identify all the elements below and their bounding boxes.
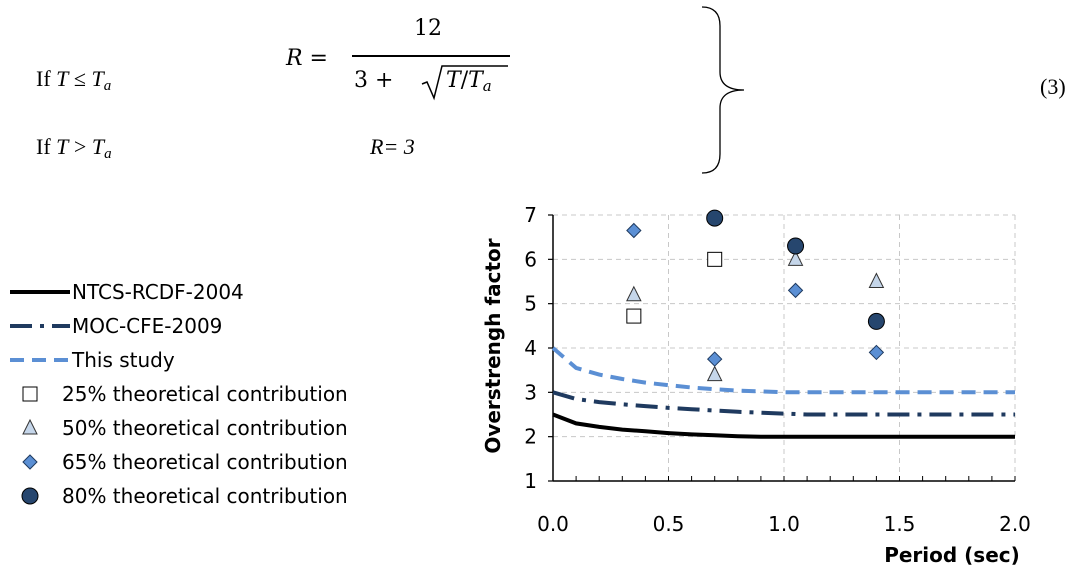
grid-lines (553, 214, 1016, 481)
y-tick-label: 3 (524, 380, 537, 404)
legend-label: 25% theoretical contribution (62, 382, 348, 406)
diamond-marker (868, 344, 885, 361)
legend: NTCS-RCDF-2004 MOC-CFE-2009 This study 25% … (10, 280, 348, 508)
circle-marker (867, 312, 885, 330)
circle-marker (787, 237, 805, 255)
legend-label: 50% theoretical contribution (62, 416, 348, 440)
sqrt-sign (421, 65, 508, 101)
x-tick-label: 1.0 (768, 512, 800, 536)
legend-label: MOC-CFE-2009 (72, 314, 222, 338)
legend-label: NTCS-RCDF-2004 (72, 280, 244, 304)
square-marker (626, 308, 642, 324)
fraction-bar (352, 55, 510, 57)
x-tick-label: 1.5 (884, 512, 916, 536)
legend-label: 80% theoretical contribution (62, 484, 348, 508)
x-axis-label: Period (sec) (884, 543, 1020, 567)
y-axis-label: Overstrengh factor (481, 238, 505, 453)
series-line-0 (552, 412, 1015, 439)
series-line-2 (551, 346, 1015, 395)
equation-condition-1: If T ≤ Ta (36, 66, 112, 94)
diamond-marker (626, 222, 642, 239)
equation-number: (3) (1040, 74, 1066, 99)
y-tick-label: 2 (524, 425, 537, 449)
triangle-marker (868, 272, 885, 288)
triangle-marker (626, 285, 642, 302)
diamond-marker (787, 282, 804, 299)
equation-lhs: R = (286, 46, 328, 71)
equation-rhs-2: R= 3 (370, 134, 415, 159)
square-marker (707, 251, 723, 267)
x-tick-label: 0.0 (537, 512, 569, 536)
square-marker (22, 386, 38, 402)
data-series (551, 209, 1015, 439)
y-tick-label: 1 (524, 469, 537, 493)
x-tick-label: 2.0 (999, 512, 1031, 536)
circle-marker (706, 209, 724, 227)
series-line-1 (552, 390, 1015, 417)
y-tick-label: 4 (524, 336, 537, 360)
axes: 1 2 3 4 5 6 7 0.0 0.5 1.0 1.5 2.0 (524, 203, 1031, 536)
triangle-marker (706, 365, 723, 382)
y-tick-label: 6 (524, 247, 537, 271)
legend-label: This study (71, 348, 175, 372)
equation-numerator: 12 (414, 16, 442, 41)
diamond-marker (22, 454, 38, 470)
equation-denominator: 3 + (354, 68, 394, 93)
legend-label: 65% theoretical contribution (62, 450, 348, 474)
diamond-marker (706, 351, 723, 367)
sqrt-content: T/Ta (446, 68, 492, 95)
x-tick-label: 0.5 (653, 512, 685, 536)
triangle-marker (787, 250, 804, 266)
equation-condition-2: If T > Ta (36, 134, 112, 162)
triangle-marker (22, 418, 38, 435)
y-tick-label: 7 (524, 203, 537, 227)
circle-marker (21, 487, 39, 505)
right-brace (701, 6, 745, 174)
y-tick-label: 5 (524, 292, 537, 316)
